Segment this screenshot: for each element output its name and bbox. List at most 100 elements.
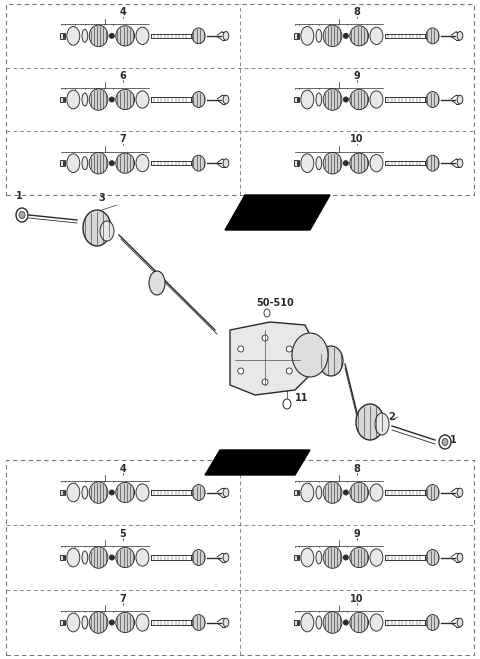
Text: 3: 3 — [98, 193, 106, 203]
Bar — [64, 33, 65, 39]
Ellipse shape — [370, 27, 383, 44]
Bar — [60, 619, 63, 625]
Ellipse shape — [116, 90, 134, 109]
Bar — [294, 619, 297, 625]
Ellipse shape — [262, 379, 268, 385]
Bar — [298, 619, 300, 625]
Ellipse shape — [323, 612, 342, 633]
Bar — [294, 97, 297, 102]
Text: 5: 5 — [120, 529, 126, 539]
Ellipse shape — [223, 488, 229, 497]
Ellipse shape — [370, 614, 383, 631]
Text: 8: 8 — [354, 464, 360, 474]
Polygon shape — [205, 450, 310, 475]
Bar — [64, 490, 65, 496]
Ellipse shape — [350, 153, 369, 173]
Ellipse shape — [67, 26, 80, 45]
Ellipse shape — [192, 550, 205, 565]
Bar — [60, 490, 63, 496]
Ellipse shape — [350, 612, 369, 633]
Text: 4: 4 — [120, 7, 126, 17]
Text: 10: 10 — [350, 594, 364, 604]
Ellipse shape — [136, 27, 149, 44]
Ellipse shape — [356, 404, 384, 440]
Ellipse shape — [223, 159, 229, 167]
Text: 1: 1 — [16, 191, 23, 201]
Ellipse shape — [370, 154, 383, 172]
Ellipse shape — [316, 486, 322, 499]
Ellipse shape — [238, 368, 244, 374]
Ellipse shape — [457, 553, 463, 562]
Bar — [64, 555, 65, 560]
Ellipse shape — [426, 615, 439, 631]
Bar — [294, 33, 297, 39]
Bar — [298, 97, 300, 102]
Ellipse shape — [149, 271, 165, 295]
Ellipse shape — [426, 550, 439, 565]
Ellipse shape — [301, 613, 314, 632]
Ellipse shape — [67, 613, 80, 632]
Ellipse shape — [323, 482, 342, 503]
Ellipse shape — [109, 161, 114, 165]
Ellipse shape — [116, 26, 134, 46]
Ellipse shape — [350, 548, 369, 567]
Ellipse shape — [116, 153, 134, 173]
Ellipse shape — [457, 32, 463, 40]
Ellipse shape — [323, 25, 342, 47]
Ellipse shape — [375, 413, 389, 435]
Ellipse shape — [82, 157, 88, 169]
Bar — [60, 33, 63, 39]
Bar — [64, 160, 65, 166]
Ellipse shape — [136, 484, 149, 501]
Bar — [6, 4, 474, 195]
Bar — [294, 160, 297, 166]
Text: 7: 7 — [120, 134, 126, 144]
Ellipse shape — [109, 620, 114, 625]
Ellipse shape — [82, 551, 88, 564]
Ellipse shape — [83, 210, 111, 246]
Bar — [294, 555, 297, 560]
Ellipse shape — [442, 438, 448, 445]
Ellipse shape — [89, 612, 108, 633]
Text: 9: 9 — [354, 529, 360, 539]
Bar — [64, 619, 65, 625]
Ellipse shape — [109, 34, 114, 38]
Bar — [298, 490, 300, 496]
Ellipse shape — [343, 555, 348, 560]
Ellipse shape — [286, 368, 292, 374]
Ellipse shape — [82, 30, 88, 42]
Ellipse shape — [343, 620, 348, 625]
Ellipse shape — [100, 221, 114, 241]
Text: 6: 6 — [120, 71, 126, 81]
Ellipse shape — [457, 95, 463, 104]
Ellipse shape — [316, 30, 322, 42]
Text: 4: 4 — [120, 464, 126, 474]
Ellipse shape — [457, 159, 463, 167]
Ellipse shape — [116, 612, 134, 633]
Ellipse shape — [223, 618, 229, 627]
Ellipse shape — [343, 97, 348, 102]
Ellipse shape — [350, 90, 369, 109]
Ellipse shape — [316, 616, 322, 629]
Ellipse shape — [116, 548, 134, 567]
Bar — [298, 160, 300, 166]
Ellipse shape — [439, 435, 451, 449]
Bar — [294, 490, 297, 496]
Ellipse shape — [136, 91, 149, 108]
Ellipse shape — [238, 346, 244, 352]
Ellipse shape — [457, 488, 463, 497]
Ellipse shape — [223, 553, 229, 562]
Ellipse shape — [426, 92, 439, 107]
Ellipse shape — [301, 483, 314, 502]
Ellipse shape — [16, 208, 28, 222]
Ellipse shape — [457, 618, 463, 627]
Ellipse shape — [316, 157, 322, 169]
Ellipse shape — [192, 615, 205, 631]
Ellipse shape — [89, 482, 108, 503]
Ellipse shape — [89, 25, 108, 47]
Ellipse shape — [323, 152, 342, 174]
Ellipse shape — [301, 26, 314, 45]
Ellipse shape — [426, 156, 439, 171]
Ellipse shape — [67, 483, 80, 502]
Ellipse shape — [89, 152, 108, 174]
